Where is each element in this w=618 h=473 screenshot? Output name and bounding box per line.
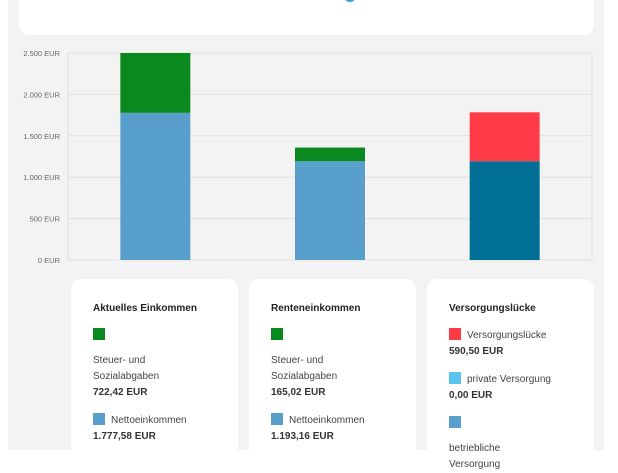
card-aktuelles-einkommen: Aktuelles Einkommen Steuer- und Sozialab… xyxy=(71,279,238,469)
legend-item: Nettoeinkommen 1.193,16 EUR xyxy=(271,413,416,445)
legend-swatch-icon xyxy=(271,328,283,340)
legend-swatch-icon xyxy=(449,328,461,340)
chart-canvas: 0 EUR 500 EUR 1.000 EUR 1.500 EUR 2.000 EUR 2… xyxy=(8,44,604,269)
legend-label: Nettoeinkommen xyxy=(111,415,187,426)
legend-amount: 1.777,58 EUR xyxy=(93,431,156,442)
legend-label: betriebliche Versorgung xyxy=(449,443,501,470)
legend-label: Steuer- und Sozialabgaben xyxy=(271,355,338,382)
bar-segment xyxy=(295,147,365,162)
legend-item: Nettoeinkommen 1.777,58 EUR xyxy=(93,413,238,445)
legend-swatch-icon xyxy=(93,328,105,340)
income-chart: 0 EUR 500 EUR 1.000 EUR 1.500 EUR 2.000 EUR 2… xyxy=(8,44,604,269)
card-title: Versorgungslücke xyxy=(449,303,536,314)
legend-label: private Versorgung xyxy=(467,374,551,385)
legend-swatch-icon xyxy=(93,413,105,425)
loading-indicator-icon xyxy=(344,0,356,2)
y-tick-label: 0 EUR xyxy=(38,256,61,265)
y-tick-label: 2.000 EUR xyxy=(23,90,60,99)
legend-item: betriebliche Versorgung xyxy=(449,416,594,473)
bar-segment xyxy=(120,53,191,113)
legend-swatch-icon xyxy=(449,372,461,384)
legend-item: Steuer- und Sozialabgaben 722,42 EUR xyxy=(93,328,238,401)
legend-label: Steuer- und Sozialabgaben xyxy=(93,355,160,382)
card-versorgungsluecke: Versorgungslücke Versorgungslücke 590,50… xyxy=(427,279,594,470)
legend-amount: 165,02 EUR xyxy=(271,387,326,398)
legend-amount: 590,50 EUR xyxy=(449,346,504,357)
y-tick-label: 2.500 EUR xyxy=(23,49,60,58)
bar-segment xyxy=(120,112,191,260)
legend-item: private Versorgung 0,00 EUR xyxy=(449,372,594,404)
bar-segment xyxy=(295,161,365,260)
card-renteneinkommen: Renteneinkommen Steuer- und Sozialabgabe… xyxy=(249,279,416,469)
y-tick-label: 1.500 EUR xyxy=(23,132,60,141)
legend-label: Versorgungslücke xyxy=(467,330,547,341)
legend-swatch-icon xyxy=(449,416,461,428)
legend-label: Nettoeinkommen xyxy=(289,415,365,426)
chart-svg: 0 EUR 500 EUR 1.000 EUR 1.500 EUR 2.000 EUR 2… xyxy=(8,44,604,269)
y-tick-label: 500 EUR xyxy=(30,215,61,224)
legend-amount: 1.193,16 EUR xyxy=(271,431,334,442)
legend-swatch-icon xyxy=(271,413,283,425)
legend-amount: 722,42 EUR xyxy=(93,387,148,398)
bar-segment xyxy=(469,161,540,260)
card-title: Renteneinkommen xyxy=(271,303,361,314)
y-tick-label: 1.000 EUR xyxy=(23,173,60,182)
legend-item: Versorgungslücke 590,50 EUR xyxy=(449,328,594,360)
legend-item: Steuer- und Sozialabgaben 165,02 EUR xyxy=(271,328,416,401)
top-card xyxy=(19,0,594,35)
legend-amount: 0,00 EUR xyxy=(449,390,493,401)
card-title: Aktuelles Einkommen xyxy=(93,303,197,314)
bar-segment xyxy=(469,112,540,162)
